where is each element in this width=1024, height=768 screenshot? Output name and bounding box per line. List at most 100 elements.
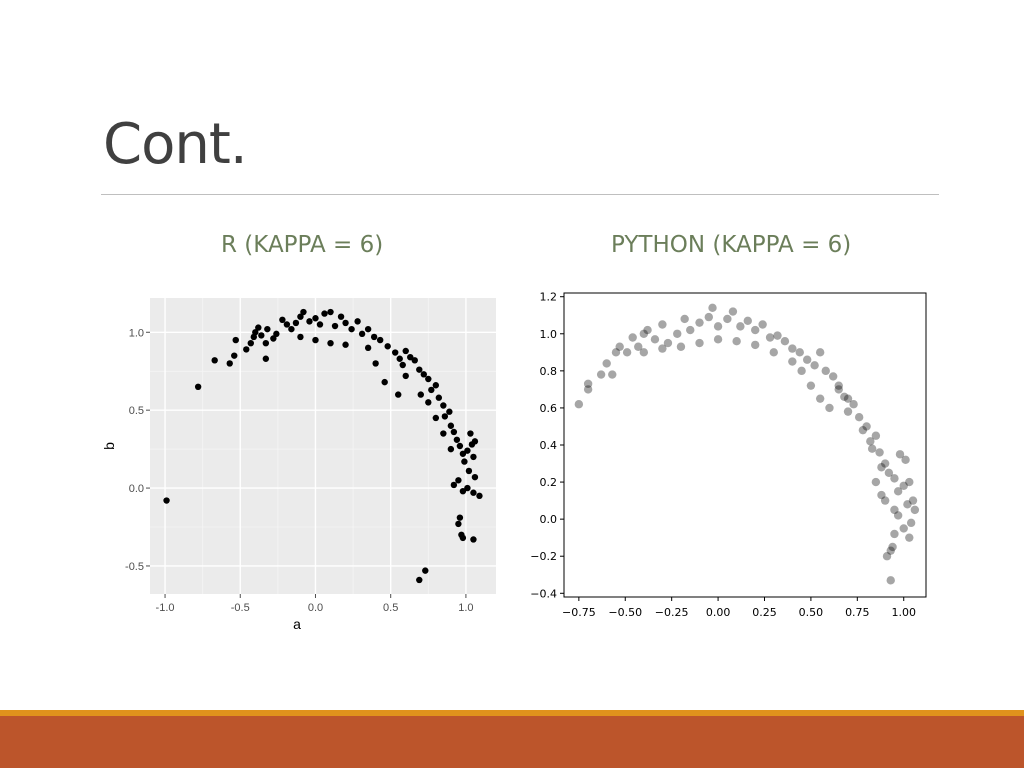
data-point bbox=[834, 381, 843, 390]
data-point bbox=[574, 400, 584, 409]
data-point bbox=[422, 567, 429, 574]
data-point bbox=[464, 447, 471, 454]
data-point bbox=[880, 459, 890, 468]
data-point bbox=[297, 313, 304, 320]
data-point bbox=[840, 392, 849, 402]
data-point bbox=[297, 333, 304, 341]
data-point bbox=[450, 481, 458, 489]
data-point bbox=[596, 370, 606, 379]
data-point bbox=[372, 360, 379, 367]
data-point bbox=[765, 333, 775, 342]
x-tick-label: 1.0 bbox=[458, 602, 473, 614]
data-point bbox=[834, 385, 843, 394]
data-point bbox=[364, 344, 372, 352]
data-point bbox=[871, 477, 881, 487]
data-point bbox=[658, 320, 667, 329]
data-point bbox=[810, 361, 819, 370]
data-point bbox=[806, 381, 816, 390]
x-tick-label: 0.75 bbox=[845, 606, 870, 619]
y-tick-label: 0.2 bbox=[540, 476, 558, 489]
data-point bbox=[663, 338, 673, 348]
data-point bbox=[396, 355, 403, 362]
data-point bbox=[713, 335, 723, 344]
data-point bbox=[252, 329, 259, 336]
data-point bbox=[788, 357, 797, 366]
x-tick-label: 1.00 bbox=[891, 606, 916, 619]
data-point bbox=[877, 463, 886, 472]
data-point bbox=[381, 378, 388, 386]
data-point bbox=[416, 576, 423, 584]
data-point bbox=[425, 399, 432, 406]
data-point bbox=[358, 330, 366, 338]
data-point bbox=[402, 347, 409, 355]
y-axis-label: b bbox=[101, 442, 117, 450]
data-point bbox=[866, 437, 875, 446]
data-point bbox=[440, 402, 447, 409]
data-point bbox=[908, 496, 918, 505]
data-point bbox=[639, 348, 649, 357]
data-point bbox=[232, 336, 239, 344]
data-point bbox=[821, 366, 830, 376]
y-tick-label: 0.0 bbox=[540, 513, 558, 526]
footer-bar bbox=[0, 716, 1024, 768]
data-point bbox=[858, 425, 868, 435]
data-point bbox=[211, 357, 218, 364]
data-point bbox=[194, 383, 202, 390]
y-tick-label: 0.4 bbox=[540, 439, 558, 452]
data-point bbox=[435, 394, 443, 401]
data-point bbox=[849, 400, 858, 409]
data-point bbox=[279, 316, 286, 324]
data-point bbox=[264, 325, 271, 333]
data-point bbox=[342, 341, 349, 348]
data-point bbox=[384, 343, 391, 350]
data-point bbox=[658, 344, 667, 353]
data-point bbox=[732, 336, 741, 346]
data-point bbox=[354, 318, 361, 325]
data-point bbox=[270, 335, 277, 342]
data-point bbox=[417, 391, 424, 398]
data-point bbox=[471, 438, 479, 445]
data-point bbox=[862, 422, 871, 431]
data-point bbox=[459, 487, 467, 495]
data-point bbox=[825, 403, 834, 413]
data-point bbox=[686, 325, 695, 335]
y-tick-label: -0.5 bbox=[125, 561, 144, 573]
data-point bbox=[312, 315, 319, 322]
y-tick-label: 1.0 bbox=[129, 327, 144, 339]
y-tick-label: −0.2 bbox=[530, 550, 557, 563]
data-point bbox=[886, 576, 895, 585]
data-point bbox=[258, 332, 265, 339]
data-point bbox=[459, 450, 467, 457]
data-point bbox=[901, 455, 910, 465]
data-point bbox=[695, 338, 704, 348]
data-point bbox=[758, 320, 767, 329]
x-tick-label: -0.5 bbox=[231, 602, 250, 614]
x-tick-label: 0.00 bbox=[706, 606, 731, 619]
data-point bbox=[255, 324, 262, 331]
data-point bbox=[751, 325, 760, 335]
data-point bbox=[292, 319, 300, 327]
data-point bbox=[639, 329, 649, 338]
x-tick-label: −0.25 bbox=[655, 606, 689, 619]
data-point bbox=[471, 473, 479, 481]
data-point bbox=[743, 316, 752, 326]
data-point bbox=[828, 372, 838, 381]
y-tick-label: 0.6 bbox=[540, 402, 558, 415]
data-point bbox=[467, 430, 474, 437]
data-point bbox=[432, 382, 440, 389]
data-point bbox=[877, 490, 886, 500]
data-point bbox=[676, 342, 686, 351]
title-divider bbox=[101, 194, 939, 195]
data-point bbox=[893, 511, 903, 520]
data-point bbox=[888, 542, 897, 552]
data-point bbox=[797, 366, 806, 376]
data-point bbox=[884, 468, 894, 478]
x-tick-label: 0.50 bbox=[799, 606, 824, 619]
data-point bbox=[440, 430, 447, 437]
data-point bbox=[376, 336, 384, 344]
data-point bbox=[615, 342, 624, 351]
plot-panel bbox=[150, 298, 496, 594]
data-point bbox=[283, 321, 291, 328]
data-point bbox=[331, 322, 339, 330]
data-point bbox=[399, 361, 406, 369]
